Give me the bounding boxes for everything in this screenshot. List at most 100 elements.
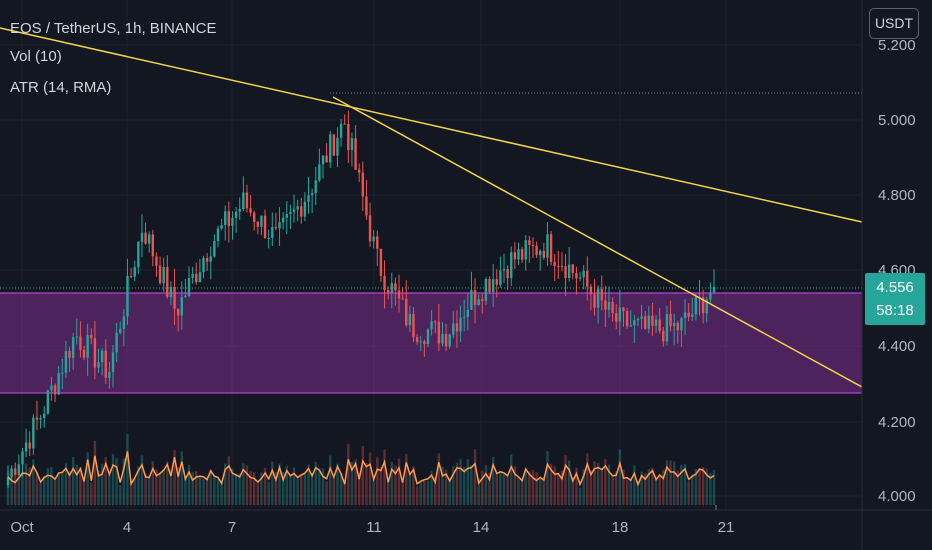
candle-body (169, 286, 173, 298)
volume-bar (202, 478, 205, 505)
volume-bar (162, 469, 165, 505)
time-axis: Oct 4 7 11 14 18 21 (10, 519, 734, 536)
volume-bars (6, 433, 716, 505)
volume-bar (108, 474, 111, 505)
volume-bar (209, 469, 212, 505)
volume-bar (71, 457, 75, 505)
volume-bar (336, 463, 339, 505)
volume-bar (119, 485, 122, 505)
candle-body (321, 155, 325, 165)
volume-bar (593, 461, 596, 505)
candle-body (662, 330, 665, 342)
candle-body (633, 320, 636, 326)
volume-bar (499, 470, 502, 505)
volume-bar (350, 461, 354, 505)
candle-body (231, 217, 234, 226)
volume-bar (357, 473, 361, 505)
volume-bar (430, 470, 433, 505)
volume-bar (361, 445, 365, 505)
currency-selector[interactable]: USDT (869, 8, 919, 39)
candle-body (50, 385, 53, 391)
bar-countdown: 58:18 (876, 302, 914, 319)
candle-body (405, 298, 408, 326)
candle-body (549, 234, 553, 262)
volume-bar (256, 482, 260, 505)
candle-body (195, 273, 198, 283)
candle-body (694, 296, 698, 315)
volume-bar (129, 478, 133, 505)
volume-bar (510, 454, 513, 505)
candle-body (376, 236, 379, 249)
candle-body (133, 267, 136, 277)
volume-bar (622, 469, 625, 505)
volume-bar (176, 466, 180, 505)
candle-body (658, 319, 661, 331)
candle-body (260, 215, 263, 227)
volume-bar (325, 481, 328, 505)
volume-bar (184, 478, 187, 505)
candle-body (712, 286, 716, 293)
volume-bar (560, 470, 564, 505)
trendline-upper (0, 27, 863, 223)
candle-body (46, 390, 50, 414)
candle-body (390, 283, 393, 293)
time-tick-label: 4 (123, 519, 131, 536)
volume-bar (582, 469, 585, 505)
volume-bar (271, 461, 274, 505)
candle-body (607, 301, 611, 310)
candle-body (615, 313, 618, 322)
time-tick-label: 11 (366, 519, 382, 536)
candle-body (220, 225, 223, 229)
candle-body (267, 237, 270, 239)
volume-bar (339, 473, 343, 505)
volume-bar (100, 463, 104, 505)
candle-body (644, 316, 647, 329)
volume-bar (437, 453, 441, 505)
price-tick-label: 4.200 (878, 414, 916, 431)
candle-body (350, 138, 354, 150)
volume-bar (93, 440, 97, 505)
volume-bar (126, 433, 129, 505)
volume-bar (115, 458, 118, 505)
volume-bar (629, 478, 632, 505)
volume-bar (401, 477, 404, 505)
volume-bar (267, 481, 270, 505)
candle-body (430, 321, 433, 330)
candle-body (329, 134, 332, 163)
volume-bar (365, 462, 368, 505)
candle-body (35, 417, 39, 420)
candle-body (158, 265, 162, 284)
candle-body (144, 232, 147, 244)
volume-bar (513, 466, 517, 505)
volume-bar (423, 480, 426, 505)
symbol-legend[interactable]: EOS / TetherUS, 1h, BINANCE (10, 20, 217, 37)
candle-body (517, 249, 520, 260)
candle-body (71, 337, 75, 358)
volume-bar (405, 453, 408, 505)
candle-body (669, 314, 672, 327)
candle-body (437, 321, 441, 344)
volume-bar (39, 483, 42, 505)
candle-body (347, 123, 350, 150)
candle-body (166, 267, 169, 298)
candle-body (173, 286, 176, 309)
candle-body (263, 215, 267, 239)
volume-bar (415, 486, 419, 505)
candle-body (213, 240, 216, 257)
candle-body (535, 245, 538, 256)
candle-body (224, 211, 227, 226)
volume-bar (633, 465, 636, 505)
candle-body (567, 264, 571, 279)
candle-body (665, 314, 669, 342)
volume-bar (24, 463, 28, 505)
volume-legend[interactable]: Vol (10) (10, 48, 62, 65)
candle-body (452, 323, 455, 335)
candle-body (249, 208, 252, 213)
volume-bar (647, 469, 651, 505)
candle-body (368, 215, 372, 242)
candle-body (600, 288, 603, 301)
atr-legend[interactable]: ATR (14, RMA) (10, 79, 112, 96)
candle-body (383, 275, 386, 290)
volume-bar (343, 482, 346, 505)
